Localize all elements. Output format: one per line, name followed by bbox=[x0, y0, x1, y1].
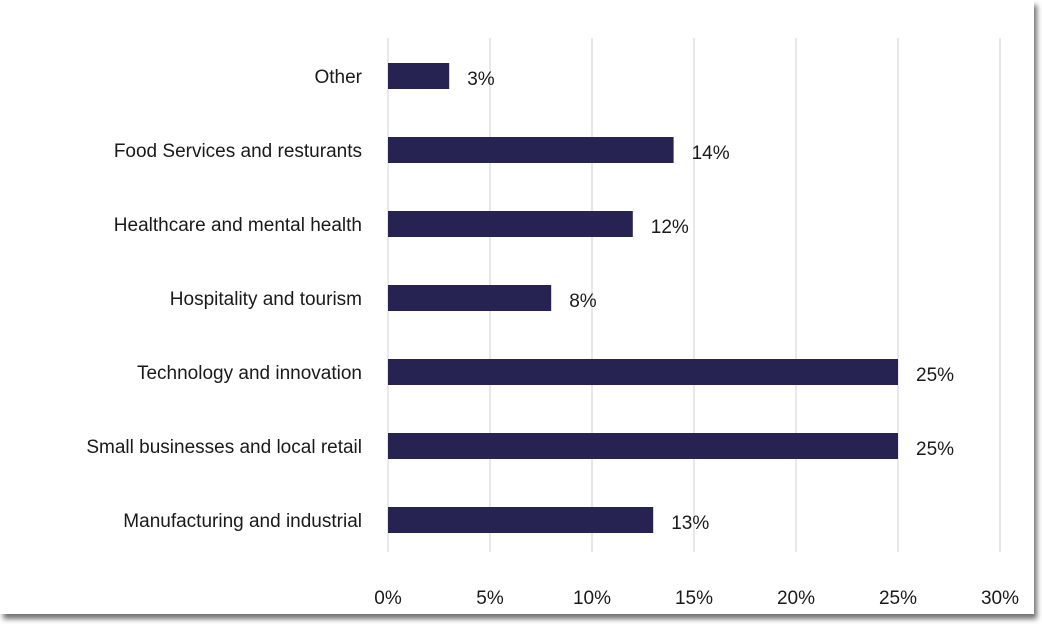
category-label: Healthcare and mental health bbox=[114, 215, 362, 236]
x-tick-label: 25% bbox=[879, 588, 917, 609]
data-label: 3% bbox=[467, 69, 495, 90]
category-label: Small businesses and local retail bbox=[86, 437, 362, 458]
data-label: 13% bbox=[671, 513, 709, 534]
bar bbox=[388, 433, 898, 459]
x-tick-label: 30% bbox=[981, 588, 1019, 609]
category-label: Hospitality and tourism bbox=[170, 289, 362, 310]
bar bbox=[388, 359, 898, 385]
bar bbox=[388, 211, 633, 237]
x-tick-label: 10% bbox=[573, 588, 611, 609]
bar bbox=[388, 63, 450, 89]
data-label: 12% bbox=[651, 217, 689, 238]
data-label: 8% bbox=[569, 291, 597, 312]
data-label: 14% bbox=[692, 143, 730, 164]
gridlines bbox=[387, 38, 1001, 552]
category-label: Manufacturing and industrial bbox=[123, 511, 362, 532]
x-tick-label: 15% bbox=[675, 588, 713, 609]
bar bbox=[388, 507, 654, 533]
chart-frame: Other Food Services and resturants Healthc… bbox=[86, 38, 1020, 609]
bar bbox=[388, 137, 674, 163]
bar-chart: Other Food Services and resturants Healthc… bbox=[86, 38, 1019, 609]
x-tick-label: 20% bbox=[777, 588, 815, 609]
x-axis-ticks: 0% 5% 10% 15% 20% 25% 30% bbox=[374, 588, 1019, 609]
data-label: 25% bbox=[916, 439, 954, 460]
category-labels: Other Food Services and resturants Healthc… bbox=[86, 67, 362, 532]
data-labels: 3% 14% 12% 8% 25% 25% 13% bbox=[467, 69, 954, 534]
bar bbox=[388, 285, 552, 311]
category-label: Technology and innovation bbox=[137, 363, 362, 384]
category-label: Other bbox=[314, 67, 362, 88]
x-tick-label: 5% bbox=[476, 588, 504, 609]
data-label: 25% bbox=[916, 365, 954, 386]
x-tick-label: 0% bbox=[374, 588, 402, 609]
category-label: Food Services and resturants bbox=[114, 141, 362, 162]
bars bbox=[388, 63, 898, 533]
